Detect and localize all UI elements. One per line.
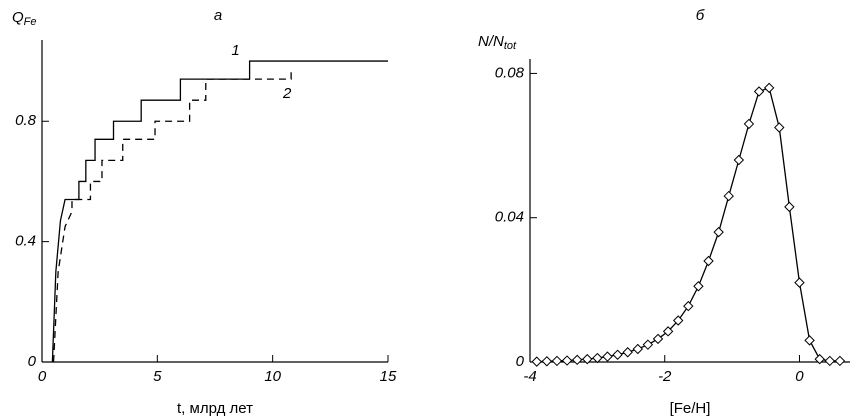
x-axis-label: t, млрд лет bbox=[177, 400, 253, 417]
series-label: 2 bbox=[282, 85, 292, 102]
x-tick-label: 10 bbox=[264, 368, 281, 385]
data-point bbox=[602, 351, 613, 362]
y-axis-label: QFe bbox=[12, 9, 37, 28]
series-line bbox=[52, 70, 292, 363]
data-point bbox=[592, 352, 603, 364]
data-point bbox=[774, 122, 785, 133]
data-point bbox=[713, 226, 724, 238]
y-tick-label: 0.4 bbox=[15, 233, 36, 250]
data-point bbox=[683, 300, 694, 312]
y-tick-label: 0.08 bbox=[495, 64, 525, 81]
data-point bbox=[834, 355, 846, 367]
y-label-main: Q bbox=[12, 9, 24, 26]
data-point bbox=[531, 356, 542, 367]
series-line bbox=[51, 60, 388, 363]
series-line bbox=[536, 87, 840, 363]
x-axis-label: [Fe/H] bbox=[670, 400, 711, 417]
y-tick-label: 0 bbox=[28, 353, 37, 370]
data-point bbox=[804, 335, 815, 346]
data-point bbox=[753, 86, 765, 97]
data-point bbox=[673, 315, 684, 326]
data-point bbox=[784, 201, 795, 213]
x-tick-label: -4 bbox=[523, 368, 536, 385]
data-point bbox=[743, 118, 755, 130]
panel-title: а bbox=[214, 7, 222, 24]
data-point bbox=[733, 154, 745, 166]
y-label-sub: tot bbox=[504, 40, 517, 52]
data-point bbox=[763, 82, 775, 94]
data-point bbox=[652, 333, 664, 345]
data-point bbox=[632, 343, 643, 355]
data-point bbox=[582, 353, 593, 365]
y-tick-label: 0 bbox=[516, 353, 525, 370]
x-tick-label: 0 bbox=[795, 368, 804, 385]
data-point bbox=[541, 356, 553, 367]
data-point bbox=[662, 326, 674, 337]
data-point bbox=[794, 277, 805, 288]
data-point bbox=[551, 355, 563, 367]
data-point bbox=[723, 190, 734, 202]
y-label-main: N/N bbox=[478, 33, 504, 50]
y-axis-label: N/Ntot bbox=[478, 33, 517, 52]
data-point bbox=[824, 355, 835, 367]
data-point bbox=[561, 355, 573, 366]
data-point bbox=[622, 347, 633, 358]
x-tick-label: 0 bbox=[38, 368, 47, 385]
y-tick-label: 0.04 bbox=[495, 209, 524, 226]
data-point bbox=[693, 281, 704, 292]
y-tick-label: 0.8 bbox=[15, 112, 37, 129]
x-tick-label: -2 bbox=[658, 368, 672, 385]
x-tick-label: 5 bbox=[153, 368, 162, 385]
data-point bbox=[703, 255, 714, 267]
series-label: 1 bbox=[231, 42, 239, 59]
data-point bbox=[642, 339, 654, 350]
panel-title: б bbox=[696, 7, 705, 24]
data-point bbox=[612, 349, 623, 360]
data-point bbox=[814, 353, 825, 365]
x-tick-label: 15 bbox=[380, 368, 397, 385]
data-point bbox=[571, 354, 583, 366]
y-label-sub: Fe bbox=[24, 16, 37, 28]
